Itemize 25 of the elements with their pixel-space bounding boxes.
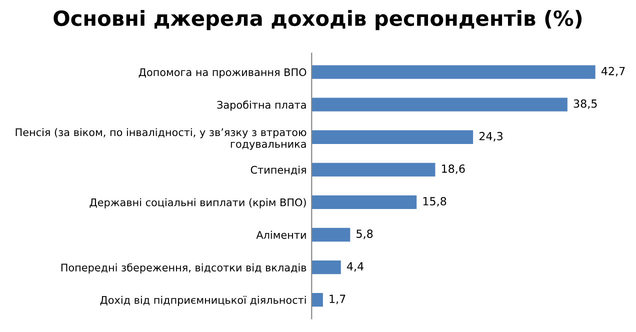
data-label: 1,7 [330, 294, 346, 304]
bar [312, 228, 350, 242]
y-tick-label: Допомога на проживання ВПО [138, 68, 306, 78]
data-label: 38,5 [574, 99, 597, 109]
y-tick-label: Попередні збереження, відсотки від вкладів [61, 263, 306, 274]
y-tick-label: Заробітна плата [217, 100, 306, 111]
bar [312, 65, 596, 79]
bar [312, 130, 474, 144]
bar [312, 292, 323, 307]
data-label: 18,6 [442, 164, 465, 174]
data-label: 42,7 [601, 66, 625, 76]
y-tick-label: Аліменти [256, 230, 306, 239]
data-label: 15,8 [423, 197, 446, 207]
data-label: 4,4 [346, 262, 364, 272]
y-tick-label: Пенсія (за віком, по інвалідності, у зв’язку з втратою годувальника [16, 128, 306, 150]
bar [312, 260, 341, 274]
data-label: 5,8 [356, 230, 373, 240]
bar [312, 98, 568, 112]
y-tick-label: Дохід від підприємницької діяльності [100, 296, 306, 306]
y-tick-label: Державні соціальні виплати (крім ВПО) [90, 198, 306, 208]
bar [312, 195, 417, 210]
chart-title: Основні джерела доходів респондентів (%) [54, 10, 582, 30]
y-tick-label: Стипендія [250, 166, 306, 176]
data-label: 24,3 [479, 132, 502, 142]
bar [312, 162, 436, 176]
